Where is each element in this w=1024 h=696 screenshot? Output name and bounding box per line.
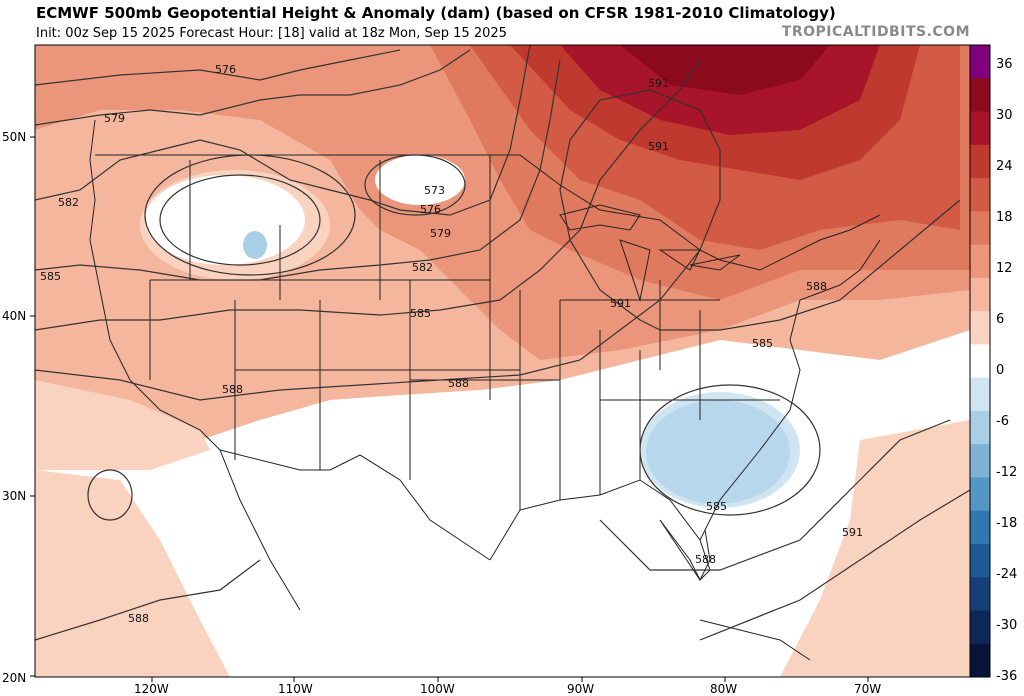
contour-588-south	[599, 419, 951, 571]
contour-591	[35, 89, 721, 401]
contour-591-south	[699, 489, 970, 641]
colorbar-segment	[970, 543, 990, 578]
colorbar-segment	[970, 45, 990, 79]
colorbar-label: 12	[996, 261, 1013, 276]
contour-label: 588	[806, 280, 827, 293]
cuba-coast	[699, 619, 811, 661]
colorbar-label: -18	[996, 516, 1017, 531]
contour-low-east	[364, 154, 466, 216]
colorbar-label: 24	[996, 159, 1013, 174]
us-mexico-border	[219, 449, 491, 561]
contour-585-southeast	[639, 384, 821, 516]
contour-label: 582	[58, 196, 79, 209]
contour-label: 573	[424, 184, 445, 197]
contour-low-mid	[159, 174, 321, 266]
lat-label-40n: 40N	[2, 309, 26, 323]
contour-585	[35, 59, 561, 281]
colorbar-segment	[970, 577, 990, 611]
source-brand: TROPICALTIDBITS.COM	[781, 24, 970, 40]
contour-label: 591	[842, 526, 863, 539]
lon-label-70w: 70W	[854, 682, 881, 696]
colorbar-segment	[970, 311, 990, 345]
contour-label: 585	[410, 307, 431, 320]
contour-label: 576	[215, 63, 236, 76]
contour-label: 588	[448, 377, 469, 390]
contour-label: 585	[752, 337, 773, 350]
colorbar-label: 0	[996, 363, 1004, 378]
contour-label: 579	[104, 112, 125, 125]
contour-label: 588	[128, 612, 149, 625]
east-coastline	[699, 239, 881, 541]
contour-579-north	[35, 49, 471, 126]
colorbar-label: 6	[996, 312, 1004, 327]
contour-582	[35, 45, 531, 216]
colorbar-segment	[970, 377, 990, 412]
contour-label: 588	[695, 553, 716, 566]
contour-pacific-high	[87, 469, 133, 521]
colorbar-label: -30	[996, 618, 1017, 633]
lon-label-80w: 80W	[710, 682, 737, 696]
contour-576-north	[35, 49, 401, 86]
colorbar-segment	[970, 444, 990, 478]
contour-label: 585	[706, 500, 727, 513]
lat-label-50n: 50N	[2, 130, 26, 144]
longitude-axis: 120W 110W 100W 90W 80W 70W	[134, 677, 881, 696]
state-lines	[149, 155, 780, 510]
colorbar-segment	[970, 477, 990, 512]
colorbar-label: -6	[996, 414, 1009, 429]
gulf-coastline	[489, 479, 711, 581]
contour-label: 576	[420, 203, 441, 216]
colorbar-frame	[969, 44, 991, 678]
colorbar-segment	[970, 277, 990, 312]
height-contours	[35, 45, 970, 641]
contour-label: 591	[648, 77, 669, 90]
latitude-axis: 50N 40N 30N 20N	[2, 130, 35, 685]
anomaly-shading	[35, 45, 970, 677]
colorbar-segment	[970, 111, 990, 146]
colorbar-segment	[970, 610, 990, 645]
contour-588	[35, 59, 701, 331]
contour-label: 591	[648, 140, 669, 153]
colorbar-label: 18	[996, 210, 1013, 225]
colorbar-segment	[970, 144, 990, 179]
colorbar-segment	[970, 643, 990, 678]
colorbar-segment	[970, 211, 990, 246]
borders	[89, 119, 881, 661]
colorbar: 36 30 24 18 12 6 0 -6 -12 -18 -24 -30 -36	[969, 44, 1017, 684]
contour-labels: 576 579 582 585 588 573 576 579 582 585 …	[40, 63, 863, 625]
colorbar-label: 30	[996, 108, 1013, 123]
colorbar-segment	[970, 410, 990, 445]
colorbar-label: 36	[996, 57, 1013, 72]
colorbar-segment	[970, 344, 990, 379]
lon-label-120w: 120W	[134, 682, 169, 696]
colorbar-segment	[970, 510, 990, 545]
baja-coast	[219, 449, 301, 611]
contour-low-outer	[144, 154, 356, 276]
contour-label: 591	[610, 297, 631, 310]
contour-588-pacific	[35, 559, 261, 641]
colorbar-label: -12	[996, 465, 1017, 480]
chart-subtitle: Init: 00z Sep 15 2025 Forecast Hour: [18…	[36, 26, 507, 41]
lon-label-110w: 110W	[278, 682, 313, 696]
lat-label-30n: 30N	[2, 489, 26, 503]
contour-588-east	[660, 199, 961, 331]
chart-title: ECMWF 500mb Geopotential Height & Anomal…	[36, 4, 836, 22]
contour-label: 579	[430, 227, 451, 240]
colorbar-segment	[970, 78, 990, 113]
lon-label-90w: 90W	[567, 682, 594, 696]
colorbar-label: -36	[996, 669, 1017, 684]
lon-label-100w: 100W	[420, 682, 455, 696]
contour-label: 585	[40, 270, 61, 283]
contour-label: 582	[412, 261, 433, 274]
colorbar-segment	[970, 244, 990, 279]
lat-label-20n: 20N	[2, 671, 26, 685]
contour-label: 588	[222, 383, 243, 396]
colorbar-label: -24	[996, 567, 1017, 582]
colorbar-segment	[970, 178, 990, 212]
great-lakes	[559, 204, 741, 302]
